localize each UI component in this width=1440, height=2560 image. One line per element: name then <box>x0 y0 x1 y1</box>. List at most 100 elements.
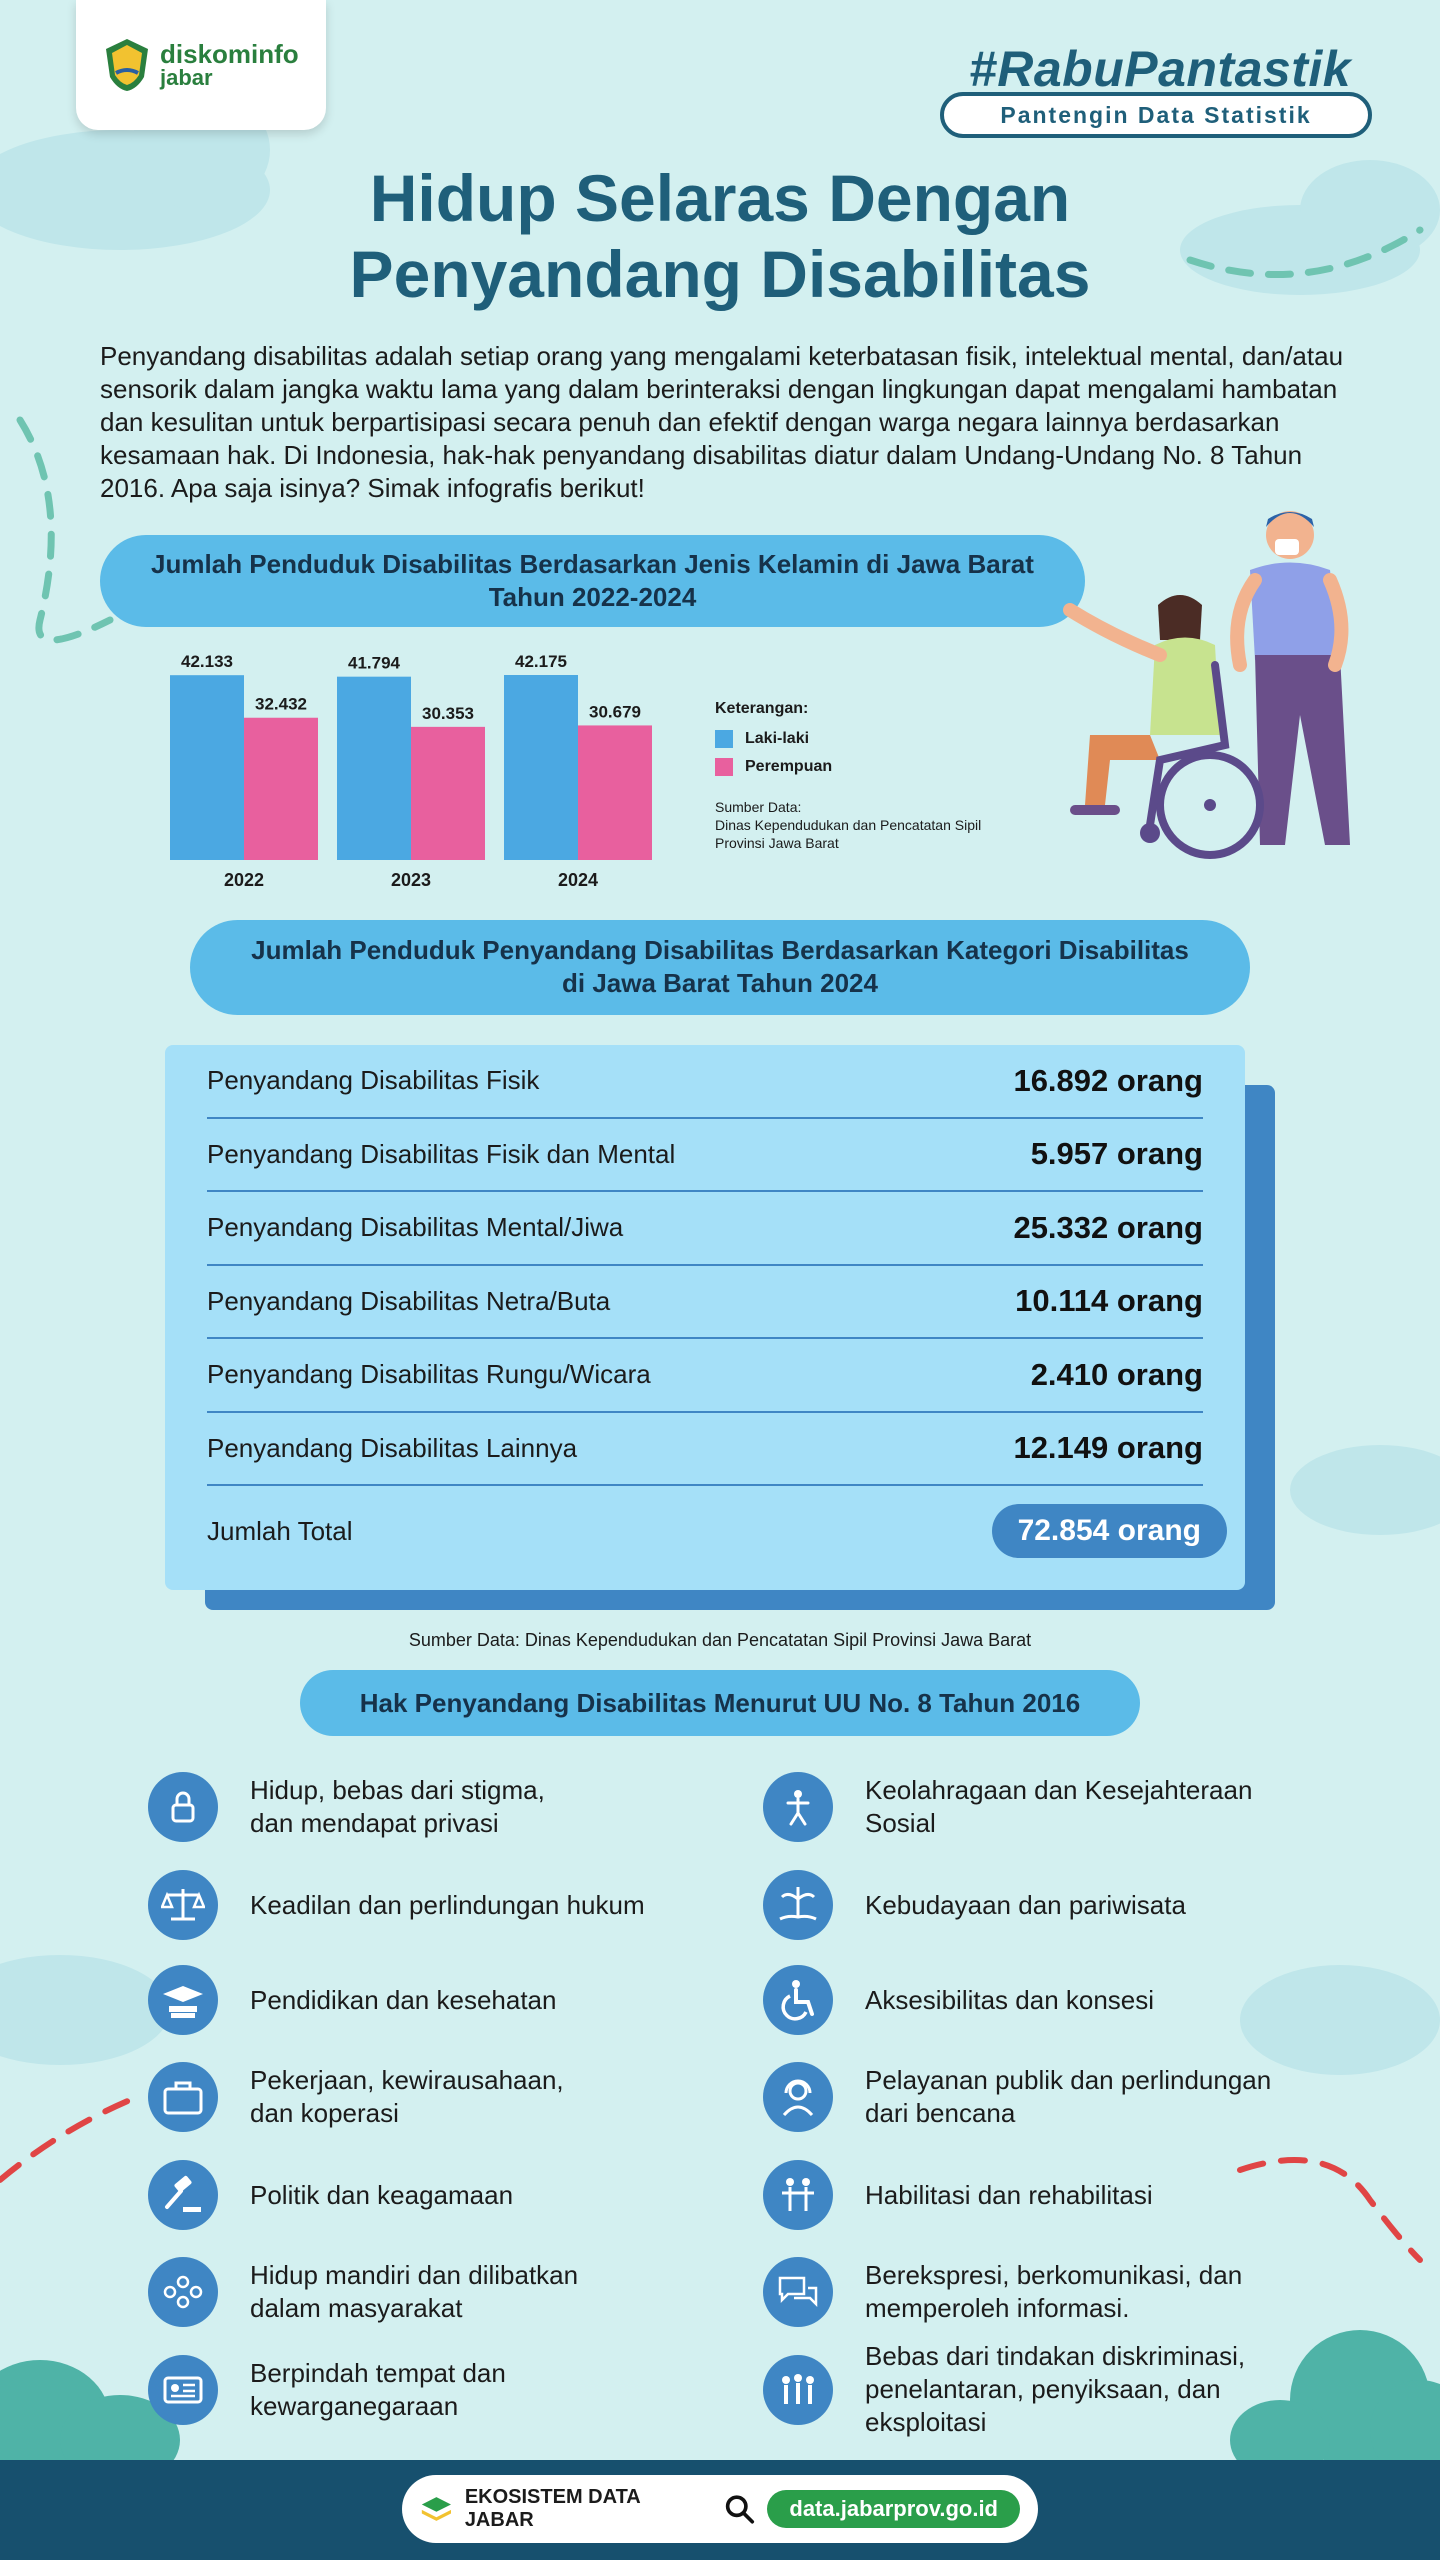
legend-swatch-male <box>715 730 733 748</box>
rehabilitation-icon <box>763 2160 833 2230</box>
right-item: Pendidikan dan kesehatan <box>148 1965 768 2035</box>
legend-item-male: Laki-laki <box>715 730 1035 748</box>
chat-bubbles-icon <box>763 2257 833 2327</box>
intro-paragraph: Penyandang disabilitas adalah setiap ora… <box>100 341 1344 503</box>
ecosystem-logo-icon <box>421 2497 451 2521</box>
table-row: Penyandang Disabilitas Netra/Buta 10.114… <box>207 1266 1203 1339</box>
chart-source-line-3: Provinsi Jawa Barat <box>715 835 839 851</box>
row-label: Penyandang Disabilitas Fisik <box>207 1065 540 1096</box>
wheelchair-illustration <box>1063 511 1350 859</box>
right-text: Pekerjaan, kewirausahaan, dan koperasi <box>250 2065 564 2128</box>
right-text: Hidup mandiri dan dilibatkan dalam masyar… <box>250 2260 579 2323</box>
table-source: Sumber Data: Dinas Kependudukan dan Penc… <box>408 1630 1032 1650</box>
right-text: Berpindah tempat dan kewarganegaraan <box>250 2358 506 2421</box>
table-total-row: Jumlah Total 72.854 orang <box>207 1486 1227 1576</box>
campaign-hashtag: #RabuPantastik <box>968 41 1352 97</box>
right-item: Keadilan dan perlindungan hukum <box>148 1870 768 1940</box>
row-label: Penyandang Disabilitas Lainnya <box>207 1432 578 1463</box>
section-rights-heading: Hak Penyandang Disabilitas Menurut UU No… <box>300 1670 1140 1736</box>
privacy-icon <box>148 1772 218 1842</box>
campaign-badge: #RabuPantastik Pantengin Data Statistik <box>940 40 1380 138</box>
bar-male-2023 <box>337 676 411 860</box>
bar-value-label: 42.133 <box>181 652 233 671</box>
x-tick-label: 2023 <box>391 870 431 890</box>
section-category-heading-line-1: Jumlah Penduduk Penyandang Disabilitas B… <box>251 935 1189 965</box>
right-item: Hidup, bebas dari stigma, dan mendapat pr… <box>148 1772 768 1842</box>
table-row: Penyandang Disabilitas Lainnya 12.149 or… <box>207 1413 1203 1486</box>
footer-pill: EKOSISTEM DATA JABAR data.jabarprov.go.i… <box>402 2475 1038 2543</box>
row-value: 2.410 orang <box>1030 1356 1203 1392</box>
right-text: Hidup, bebas dari stigma, dan mendapat pr… <box>250 1775 545 1838</box>
table-row: Penyandang Disabilitas Mental/Jiwa 25.33… <box>207 1192 1203 1266</box>
x-tick-label: 2022 <box>224 870 264 890</box>
right-item: Berekspresi, berkomunikasi, dan memperole… <box>763 2257 1383 2327</box>
gender-bar-chart: 42.133 32.432 2022 41.794 30.353 2023 42.175 30… <box>170 652 652 890</box>
row-value: 12.149 orang <box>1013 1430 1203 1466</box>
row-label: Penyandang Disabilitas Rungu/Wicara <box>207 1359 651 1390</box>
bar-value-label: 32.432 <box>255 695 307 714</box>
right-item: Berpindah tempat dan kewarganegaraan <box>148 2355 768 2425</box>
id-card-icon <box>148 2355 218 2425</box>
right-item: Politik dan keagamaan <box>148 2160 768 2230</box>
bar-female-2022 <box>244 717 318 860</box>
legend-label-male: Laki-laki <box>745 730 810 747</box>
section-category-heading-line-2: di Jawa Barat Tahun 2024 <box>562 968 878 998</box>
right-text: Pelayanan publik dan perlindungan dari be… <box>865 2065 1272 2128</box>
row-label: Penyandang Disabilitas Mental/Jiwa <box>207 1212 624 1243</box>
right-text: Keadilan dan perlindungan hukum <box>250 1889 645 1920</box>
right-text: Bebas dari tindakan diskriminasi, penelan… <box>865 2341 1246 2437</box>
right-text: Politik dan keagamaan <box>250 2179 514 2210</box>
legend-label-female: Perempuan <box>745 758 833 775</box>
bar-value-label: 30.353 <box>422 704 474 723</box>
row-value: 25.332 orang <box>1013 1209 1203 1245</box>
section-gender-heading: Jumlah Penduduk Disabilitas Berdasarkan … <box>100 535 1085 627</box>
title-line-1: Hidup Selaras Dengan <box>369 161 1071 235</box>
page-title: Hidup Selaras Dengan Penyandang Disabili… <box>0 160 1440 312</box>
customer-service-icon <box>763 2062 833 2132</box>
bar-male-2024 <box>504 675 578 860</box>
row-value: 16.892 orang <box>1013 1062 1203 1098</box>
justice-scale-icon <box>148 1870 218 1940</box>
island-icon <box>763 1870 833 1940</box>
education-icon <box>148 1965 218 2035</box>
right-item: Aksesibilitas dan konsesi <box>763 1965 1383 2035</box>
section-gender-heading-line-2: Tahun 2022-2024 <box>488 582 697 612</box>
website-link[interactable]: data.jabarprov.go.id <box>767 2490 1020 2528</box>
category-table: Penyandang Disabilitas Fisik 16.892 oran… <box>165 1045 1245 1590</box>
right-item: Bebas dari tindakan diskriminasi, penelan… <box>763 2340 1383 2439</box>
row-value: 10.114 orang <box>1015 1283 1203 1319</box>
right-item: Kebudayaan dan pariwisata <box>763 1870 1383 1940</box>
gavel-icon <box>148 2160 218 2230</box>
community-icon <box>148 2257 218 2327</box>
table-row: Penyandang Disabilitas Rungu/Wicara 2.41… <box>207 1339 1203 1413</box>
legend-swatch-female <box>715 758 733 776</box>
section-gender-heading-line-1: Jumlah Penduduk Disabilitas Berdasarkan … <box>151 549 1034 579</box>
right-item: Hidup mandiri dan dilibatkan dalam masyar… <box>148 2257 768 2327</box>
legend-item-female: Perempuan <box>715 758 1035 776</box>
right-text: Kebudayaan dan pariwisata <box>865 1889 1186 1920</box>
table-row: Penyandang Disabilitas Fisik dan Mental … <box>207 1119 1203 1192</box>
logo-brand: diskominfo <box>160 39 299 69</box>
logo-region: jabar <box>160 65 213 90</box>
bar-value-label: 41.794 <box>348 654 401 673</box>
wheelchair-icon <box>763 1965 833 2035</box>
right-text: Berekspresi, berkomunikasi, dan memperole… <box>865 2260 1243 2323</box>
campaign-tagline: Pantengin Data Statistik <box>940 92 1372 138</box>
right-text: Pendidikan dan kesehatan <box>250 1984 557 2015</box>
right-item: Pelayanan publik dan perlindungan dari be… <box>763 2062 1383 2132</box>
total-label: Jumlah Total <box>207 1515 353 1546</box>
sports-icon <box>763 1772 833 1842</box>
chart-source: Sumber Data: Dinas Kependudukan dan Penc… <box>715 798 1035 852</box>
chart-legend: Keterangan: Laki-laki Perempuan Sumber D… <box>715 700 1035 852</box>
table-row: Penyandang Disabilitas Fisik 16.892 oran… <box>207 1045 1203 1119</box>
total-value: 72.854 orang <box>991 1504 1227 1558</box>
briefcase-icon <box>148 2062 218 2132</box>
people-protect-icon <box>763 2354 833 2425</box>
jabar-emblem-icon <box>106 39 148 91</box>
right-text: Aksesibilitas dan konsesi <box>865 1984 1155 2015</box>
title-line-2: Penyandang Disabilitas <box>349 237 1091 311</box>
row-value: 5.957 orang <box>1030 1136 1203 1172</box>
bar-female-2023 <box>411 726 485 860</box>
right-item: Habilitasi dan rehabilitasi <box>763 2160 1383 2230</box>
